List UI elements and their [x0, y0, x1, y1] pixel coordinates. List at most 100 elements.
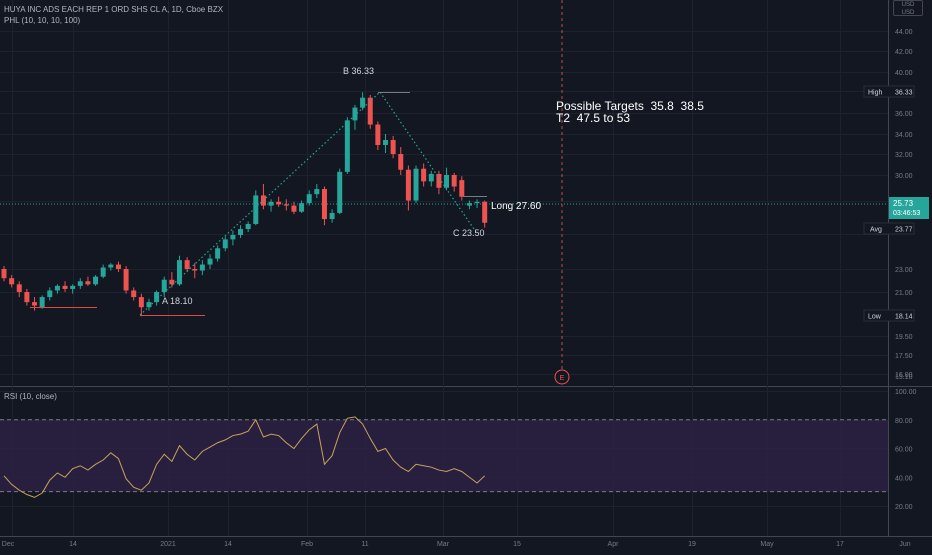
earnings-marker-label: E: [560, 375, 565, 382]
rsi-axis[interactable]: 100.00 80.00 60.00 40.00 20.00: [895, 389, 917, 511]
price-tick-label: 32.00: [895, 152, 913, 159]
price-tick-label: 40.00: [895, 70, 913, 77]
candle-body: [444, 175, 450, 188]
candle-body: [16, 284, 22, 292]
point-b-label[interactable]: B 36.33: [343, 66, 374, 76]
time-tick-label: Dec: [2, 541, 15, 548]
indicator-title[interactable]: PHL (10, 10, 10, 100): [4, 16, 81, 25]
candle-body: [245, 223, 251, 230]
time-tick-label: 14: [69, 541, 77, 548]
time-tick-label: Mar: [437, 541, 450, 548]
currency-bottom: USD: [901, 10, 915, 16]
candle-body: [85, 281, 91, 285]
price-tick-label: 34.00: [895, 132, 913, 139]
candle-body: [268, 201, 274, 206]
candle-body: [24, 292, 30, 303]
price-tick-label: 23.00: [895, 267, 913, 274]
candle-body: [482, 201, 488, 223]
candle-body: [451, 175, 457, 187]
candle-body: [100, 267, 106, 277]
candle-body: [253, 195, 259, 224]
candle-body: [299, 203, 305, 212]
high-label-value: 36.33: [895, 90, 913, 97]
point-a-label[interactable]: A 18.10: [162, 296, 193, 306]
candle-body: [459, 180, 465, 197]
price-tick-label: 19.50: [895, 334, 913, 341]
rsi-line[interactable]: [3, 416, 486, 498]
candle-body: [115, 264, 121, 269]
candle-body: [474, 201, 480, 204]
time-tick-label: 15: [513, 541, 521, 548]
candle-body: [70, 285, 76, 289]
price-tick-label: 21.00: [895, 290, 913, 297]
time-tick-label: 19: [688, 541, 696, 548]
candle-body: [344, 120, 350, 172]
candle-body: [337, 171, 343, 213]
last-price-label: 25.73 03:46:53: [889, 197, 929, 219]
candle-body: [421, 168, 427, 182]
candle-body: [169, 279, 175, 285]
candle-body: [138, 297, 144, 308]
candle-body: [321, 189, 327, 220]
abc-pattern-line[interactable]: [139, 91, 477, 316]
candle-body: [283, 204, 289, 206]
symbol-title[interactable]: HUYA INC ADS EACH REP 1 ORD SHS CL A, 1D…: [4, 5, 224, 14]
price-tick-label: 15.10: [895, 374, 913, 381]
candle-body: [375, 124, 381, 145]
avg-label: Avg 23.77: [863, 222, 915, 235]
candle-body: [161, 279, 167, 292]
candle-body: [93, 276, 99, 285]
price-tick-label: 42.00: [895, 49, 913, 56]
long-label[interactable]: Long 27.60: [491, 201, 541, 212]
candle-body: [306, 194, 312, 204]
candle-body: [123, 269, 129, 291]
currency-top: USD: [901, 2, 915, 8]
earnings-marker[interactable]: [554, 369, 570, 385]
rsi-tick-label: 40.00: [895, 475, 913, 482]
time-tick-label: 14: [224, 541, 232, 548]
last-price-value: 25.73: [893, 199, 914, 208]
candle-body: [428, 173, 434, 182]
candle-body: [291, 205, 297, 212]
targets-line-1[interactable]: Possible Targets 35.8 38.5: [556, 99, 704, 113]
time-tick-label: Apr: [608, 541, 620, 548]
candle-body: [314, 189, 320, 195]
targets-line-2[interactable]: T2 47.5 to 53: [556, 111, 630, 125]
price-tick-label: 44.00: [895, 29, 913, 36]
candle-body: [398, 154, 404, 170]
candle-body: [466, 203, 472, 206]
candle-body: [352, 107, 358, 121]
candle-body: [383, 140, 388, 145]
rsi-tick-label: 60.00: [895, 447, 913, 454]
candle-body: [108, 264, 114, 268]
candle-body: [62, 285, 68, 289]
candle-body: [413, 168, 419, 201]
price-tick-label: 16.00: [895, 372, 913, 379]
time-axis[interactable]: Dec 14 2021 14 Feb 11 Mar 15 Apr 19 May 17 Jun: [2, 541, 911, 548]
candle-body: [222, 239, 228, 249]
candle-body: [207, 258, 213, 265]
high-label: High 36.33: [863, 85, 915, 98]
candle-body: [329, 212, 335, 220]
candle-body: [215, 248, 221, 259]
rsi-band: [0, 419, 888, 492]
candle-body: [405, 169, 411, 201]
candle-body: [192, 269, 198, 271]
rsi-title[interactable]: RSI (10, close): [4, 392, 57, 401]
high-label-name: High: [868, 90, 883, 97]
time-tick-label: Feb: [301, 541, 313, 548]
candle-body: [184, 260, 190, 269]
candle-body: [1, 269, 7, 279]
price-tick-label: 30.00: [895, 173, 913, 180]
candle-body: [238, 229, 244, 235]
price-tick-label: 17.50: [895, 353, 913, 360]
currency-badge[interactable]: USD USD: [893, 0, 923, 16]
countdown-value: 03:46:53: [893, 210, 920, 217]
candle-body: [77, 281, 83, 286]
candle-body: [199, 264, 205, 271]
point-c-label[interactable]: C 23.50: [453, 228, 485, 238]
candle-body: [131, 290, 137, 298]
candle-body: [154, 292, 160, 303]
